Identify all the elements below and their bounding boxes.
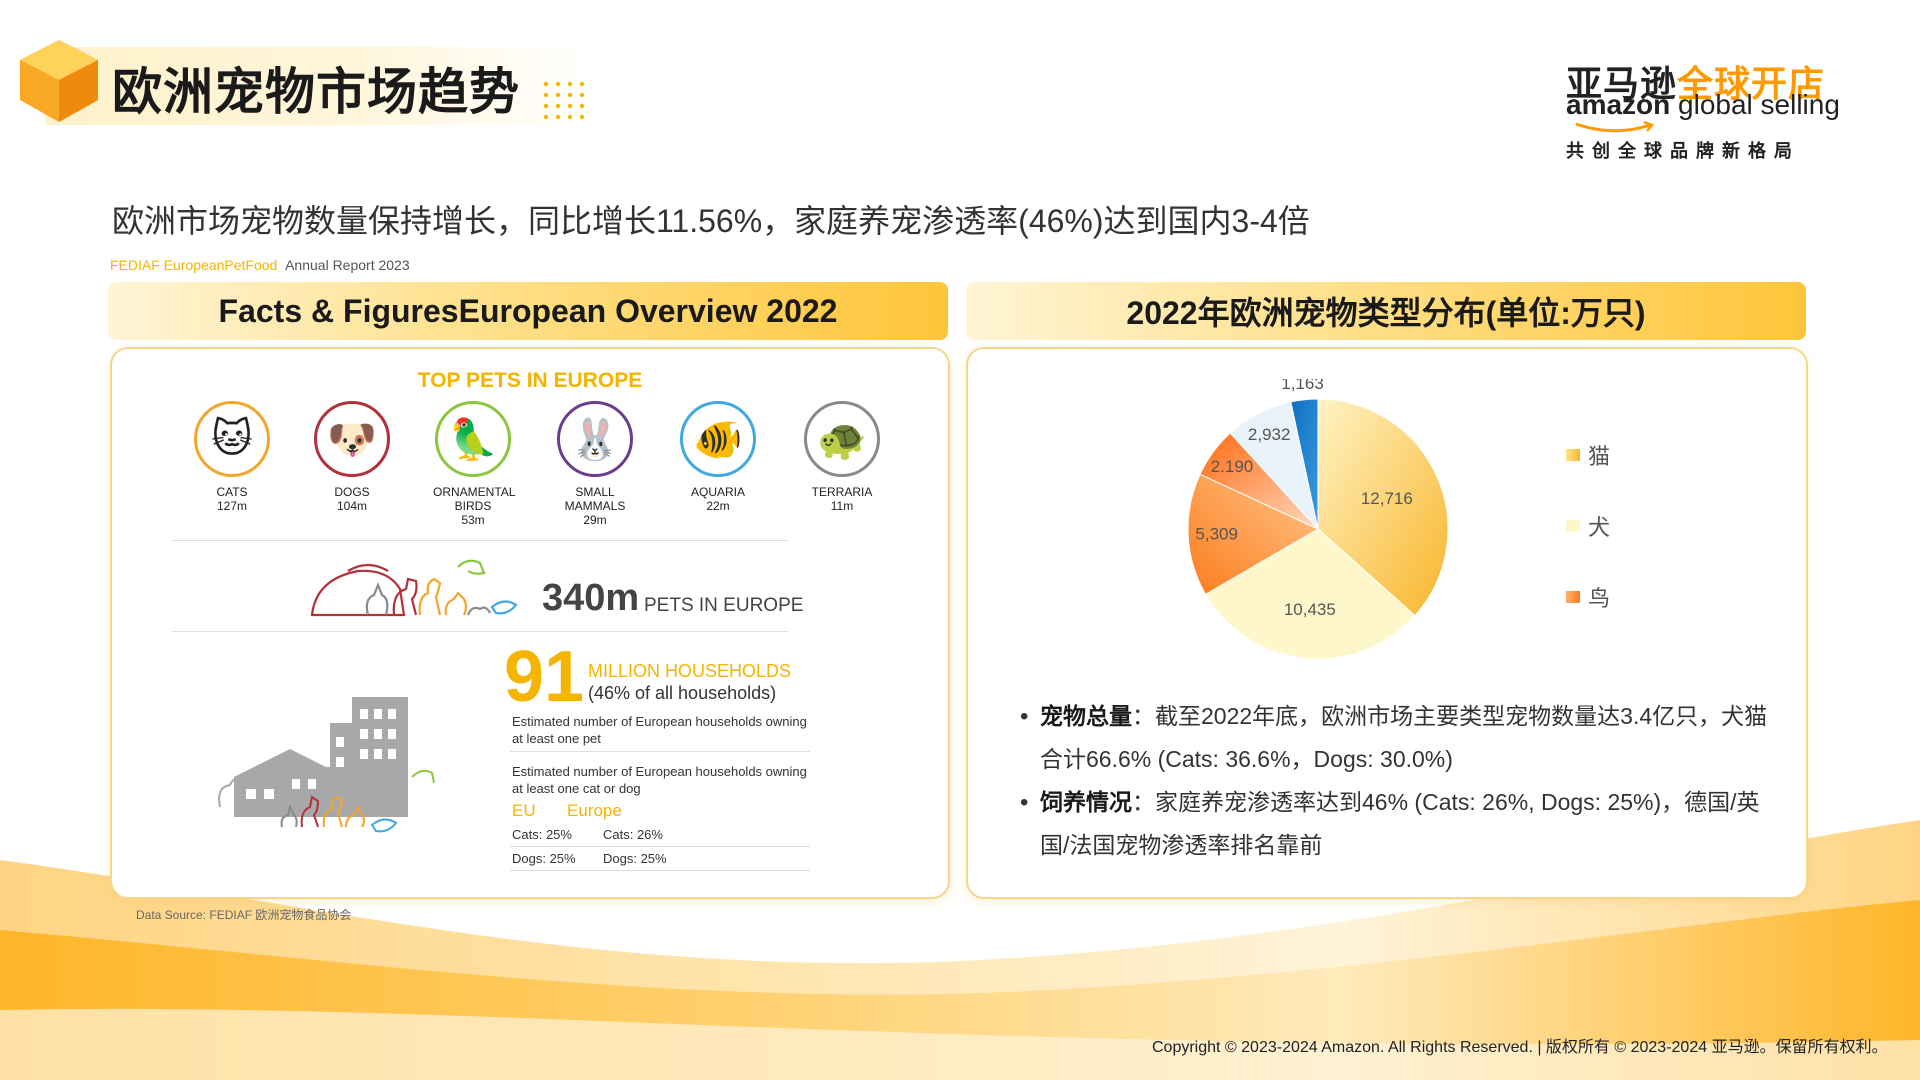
left-panel-title: Facts & FiguresEuropean Overview 2022 [108,282,948,340]
brand-en: amazon global selling [1566,89,1840,121]
pet-birds: 🦜 ORNAMENTAL BIRDS 53m [413,401,533,527]
headline: 欧洲市场宠物数量保持增长，同比增长11.56%，家庭养宠渗透率(46%)达到国内… [112,203,1310,239]
table-cell: Dogs: 25% [603,851,667,866]
legend-item: 鸟 [1566,581,1610,613]
legend-label: 鸟 [1588,586,1611,611]
table-cell: Cats: 26% [603,827,663,842]
top-pets-title: TOP PETS IN EUROPE [417,369,643,392]
pet-name: AQUARIA [690,485,745,499]
dots-decoration-icon [543,81,585,120]
fish-icon: 🐠 [680,401,756,477]
pie-value-label: 2,932 [1248,425,1291,444]
pet-small-mammals: 🐰 SMALL MAMMALS 29m [535,401,655,527]
pet-terraria: 🐢 TERRARIA 11m [782,401,902,513]
brand-en-bold: amazon [1566,89,1671,120]
total-pets-label: PETS IN EUROPE [644,595,804,616]
households-share: (46% of all households) [588,683,777,703]
estimate-one-pet: Estimated number of European households … [512,714,807,746]
title-band [45,47,590,125]
legend-item: 猫 [1566,439,1610,471]
bird-icon: 🦜 [435,401,511,477]
pet-count: 127m [216,499,248,513]
table-cell: Cats: 25% [512,827,572,842]
amazon-global-selling-logo: 亚马逊全球开店 amazon global selling 共创全球品牌新格局 [1566,55,1840,165]
divider [172,540,788,541]
pie-slice [1204,528,1416,659]
bullet-text: ：截至2022年底，欧洲市场主要类型宠物数量达3.4亿只，犬猫合计66.6% (… [1040,703,1768,772]
bullet-ownership: 饲养情况：家庭养宠渗透率达到46% (Cats: 26%, Dogs: 25%)… [1020,781,1780,867]
data-source: Data Source: FEDIAF 欧洲宠物食品协会 [136,908,352,922]
table-header-europe: Europe [567,801,622,820]
summary-bullets: 宠物总量：截至2022年底，欧洲市场主要类型宠物数量达3.4亿只，犬猫合计66.… [1020,695,1780,867]
pet-name: SMALL MAMMALS [564,485,626,513]
brand-en-rest: global selling [1670,89,1840,120]
households-value: 91 [504,637,585,717]
bullet-text: ：家庭养宠渗透率达到46% (Cats: 26%, Dogs: 25%)，德国/… [1040,789,1760,858]
legend-swatch [1566,520,1580,532]
pet-name: DOGS [334,485,370,499]
left-panel: TOP PETS IN EUROPE 🐱 CATS 127m 🐶 DOGS 10… [110,347,950,899]
bullet-label: 宠物总量 [1040,703,1132,729]
cat-icon: 🐱 [194,401,270,477]
bullet-label: 饲养情况 [1040,789,1132,815]
cube-logo-icon [20,40,98,122]
brand-slogan: 共创全球品牌新格局 [1566,141,1800,161]
rabbit-icon: 🐰 [557,401,633,477]
pet-count: 11m [830,499,854,513]
legend-label: 犬 [1588,515,1611,540]
pet-count: 53m [461,513,485,527]
legend-item: 犬 [1566,510,1610,542]
pet-cats: 🐱 CATS 127m [172,401,292,513]
estimate-cat-dog: Estimated number of European households … [512,764,807,796]
pet-count: 29m [583,513,607,527]
divider [510,751,810,752]
legend-label: 猫 [1588,444,1611,469]
copyright: Copyright © 2023-2024 Amazon. All Rights… [1152,1039,1888,1056]
households-label: MILLION HOUSEHOLDS [588,661,792,681]
table-header-eu: EU [512,801,536,820]
legend-swatch [1566,591,1580,603]
pie-slice [1317,398,1449,617]
pet-aquaria: 🐠 AQUARIA 22m [658,401,778,513]
pet-name: TERRARIA [811,485,873,499]
total-pets-value: 340m [542,577,640,619]
pie-slice [1290,398,1319,530]
pet-name: CATS [216,485,248,499]
divider [172,631,788,632]
pie-slice [1187,473,1320,595]
divider [510,846,810,847]
bullet-total: 宠物总量：截至2022年底，欧洲市场主要类型宠物数量达3.4亿只，犬猫合计66.… [1020,695,1780,781]
right-panel-title: 2022年欧洲宠物类型分布(单位:万只) [966,282,1806,340]
pie-chart: 12,716 10,435 5,309 2.190 2,932 1,163 [1187,379,1449,659]
brand-cn-orange: 全球开店 [1677,63,1826,104]
pie-value-label: 1,163 [1281,379,1324,393]
source-line: FEDIAF EuropeanPetFood Annual Report 202… [110,257,410,273]
pie-value-label: 10,435 [1284,600,1336,619]
pet-count: 104m [336,499,368,513]
pet-name: ORNAMENTAL BIRDS [433,485,516,513]
pet-count: 22m [706,499,730,513]
page-title: 欧洲宠物市场趋势 [112,64,520,120]
brand-cn: 亚马逊全球开店 [1566,55,1825,107]
table-cell: Dogs: 25% [512,851,576,866]
divider [510,870,810,871]
source-report: Annual Report 2023 [285,257,410,273]
pie-value-label: 5,309 [1195,525,1238,544]
buildings-illustration-icon [218,697,435,833]
amazon-smile-icon [1575,121,1655,133]
right-panel: 12,716 10,435 5,309 2.190 2,932 1,163 猫犬鸟 宠物总… [966,347,1808,899]
source-org: FEDIAF EuropeanPetFood [110,257,278,273]
dog-icon: 🐶 [314,401,390,477]
legend-swatch [1566,449,1580,461]
pet-silhouettes-icon [310,559,518,617]
brand-cn-black: 亚马逊 [1566,63,1678,104]
pie-value-label: 2.190 [1211,457,1254,476]
turtle-icon: 🐢 [804,401,880,477]
pet-dogs: 🐶 DOGS 104m [292,401,412,513]
pie-value-label: 12,716 [1361,489,1413,508]
